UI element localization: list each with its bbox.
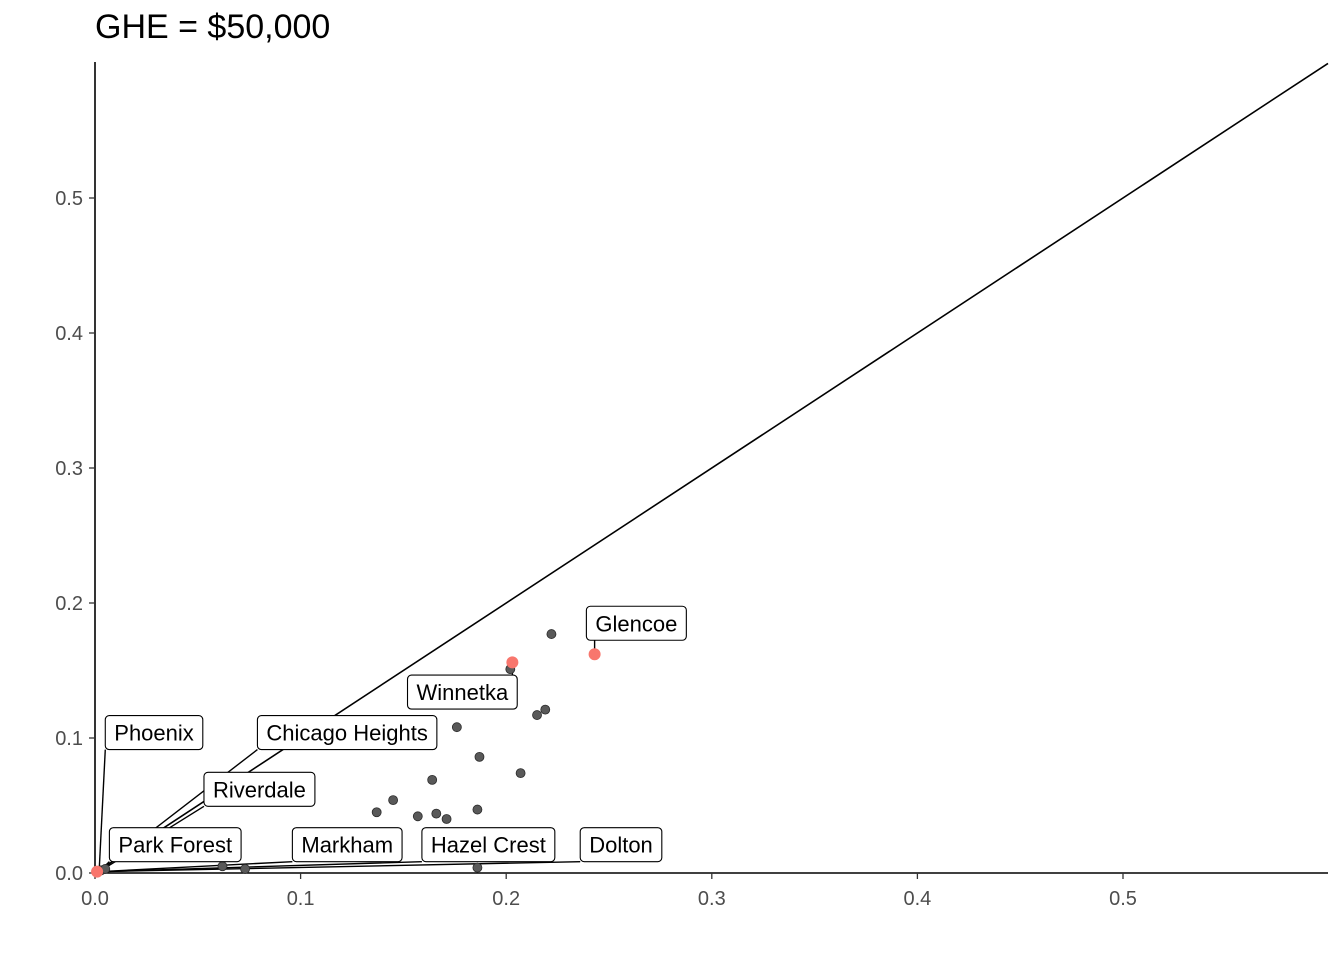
x-tick-label: 0.3 [698, 888, 726, 910]
identity-line [94, 62, 1329, 874]
point-label-box [203, 771, 316, 807]
data-point [540, 704, 551, 715]
data-point [474, 752, 485, 762]
point-label: Park Forest [108, 827, 242, 863]
x-tick-label: 0.2 [492, 888, 520, 910]
highlighted-point [506, 656, 519, 669]
point-label-box [256, 715, 438, 751]
chart-title: GHE = $50,000 [95, 8, 331, 46]
y-tick-label: 0.0 [55, 863, 83, 885]
point-label-text: Chicago Heights [266, 721, 427, 746]
data-point [371, 807, 382, 818]
highlighted-point [588, 648, 601, 661]
data-point [441, 814, 452, 824]
data-point [412, 811, 423, 822]
data-point [388, 795, 399, 805]
point-label-box [421, 827, 556, 863]
point-label-box [585, 605, 687, 641]
point-label-text: Riverdale [213, 777, 306, 802]
y-tick-label: 0.3 [55, 458, 83, 480]
point-label: Phoenix [104, 715, 204, 751]
point-label: Glencoe [585, 605, 687, 641]
label-connector [99, 860, 581, 873]
point-label: Chicago Heights [256, 715, 438, 751]
point-label-box [108, 827, 242, 863]
data-point [472, 804, 483, 815]
y-tick-label: 0.4 [55, 323, 83, 345]
data-point [240, 864, 250, 874]
point-label-box [104, 715, 204, 751]
point-label-text: Dolton [589, 833, 653, 858]
y-tick-label: 0.5 [55, 188, 83, 210]
point-label-text: Phoenix [114, 721, 194, 746]
point-label: Riverdale [203, 771, 316, 807]
reference-line-layer [94, 62, 1329, 874]
point-label: Winnetka [406, 674, 518, 710]
label-connector [98, 749, 106, 872]
point-label-box [579, 827, 663, 863]
data-point [217, 861, 228, 872]
x-tick-label: 0.1 [287, 888, 315, 910]
data-point [546, 629, 557, 639]
data-point [427, 774, 438, 785]
point-label-text: Park Forest [118, 833, 232, 858]
data-point [532, 710, 542, 720]
point-layer [91, 629, 601, 878]
x-tick-label: 0.4 [903, 888, 931, 910]
data-point [472, 862, 483, 873]
point-label: Markham [291, 827, 403, 863]
data-point [431, 808, 442, 819]
point-label-box [406, 674, 518, 710]
point-label: Dolton [579, 827, 663, 863]
point-label-text: Glencoe [595, 611, 677, 636]
point-label: Hazel Crest [421, 827, 556, 863]
data-point [515, 768, 526, 778]
point-label-text: Markham [301, 833, 393, 858]
highlighted-point [91, 865, 104, 878]
tick-layer: 0.0 0.1 0.2 0.3 0.4 0.5 0.0 0.1 0.2 0.3 0.4 0.5 [55, 188, 1137, 910]
x-tick-label: 0.5 [1109, 888, 1137, 910]
data-point [451, 722, 462, 733]
y-tick-label: 0.2 [55, 593, 83, 615]
point-label-text: Winnetka [417, 680, 509, 705]
point-label-text: Hazel Crest [431, 833, 546, 858]
x-tick-label: 0.0 [81, 888, 109, 910]
point-label-box [291, 827, 403, 863]
point-label-layer: Glencoe Winnetka Phoenix Chicago Heights Riv… [104, 605, 687, 863]
y-tick-label: 0.1 [55, 728, 83, 750]
